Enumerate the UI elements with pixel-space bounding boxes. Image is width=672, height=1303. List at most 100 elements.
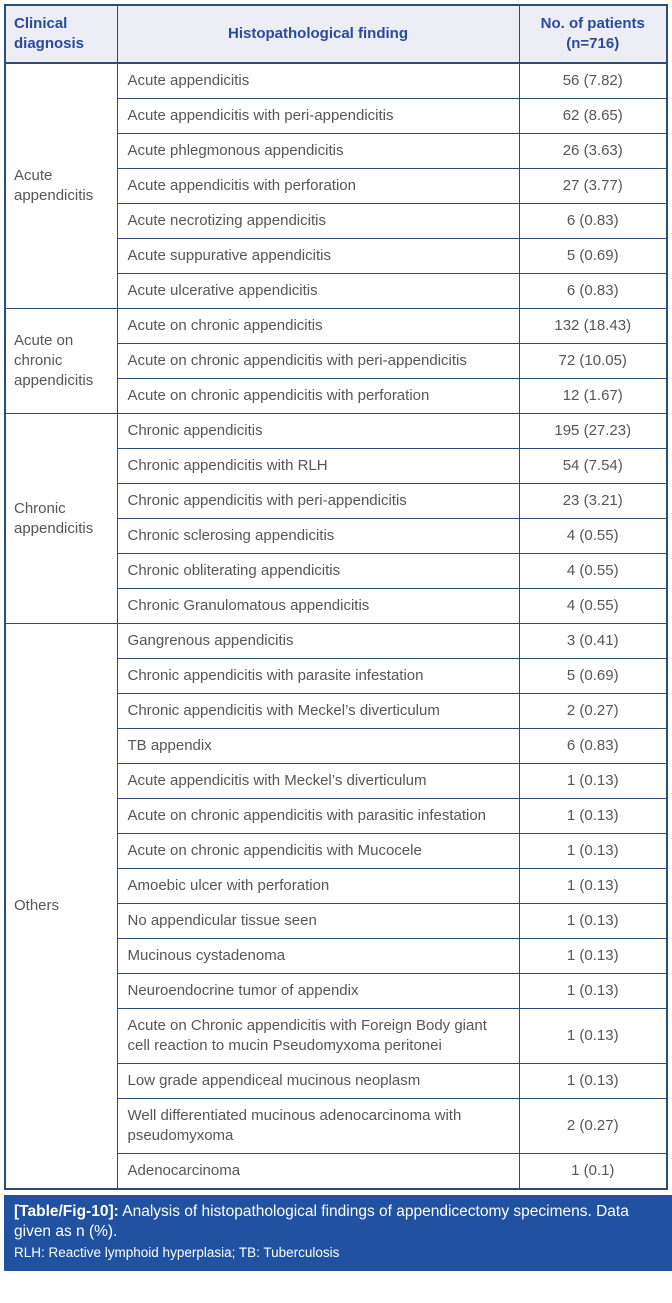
table-row: Acute on chronic appendicitis with paras… bbox=[5, 798, 668, 834]
finding-cell: Chronic appendicitis with RLH bbox=[116, 448, 520, 484]
caption-label: [Table/Fig-10]: bbox=[14, 1203, 119, 1220]
finding-cell: Acute appendicitis with Meckel’s diverti… bbox=[116, 763, 520, 799]
finding-cell: Acute ulcerative appendicitis bbox=[116, 273, 520, 309]
table-row: Chronic Granulomatous appendicitis 4 (0.5… bbox=[5, 588, 668, 624]
table-body: Acute appendicitis Acute appendicitis 56 (… bbox=[4, 62, 668, 1190]
table-row: Chronic obliterating appendicitis 4 (0.55… bbox=[5, 553, 668, 589]
finding-cell: Chronic appendicitis with peri-appendici… bbox=[116, 483, 520, 519]
header-row: Clinical diagnosis Histopathological fin… bbox=[4, 4, 668, 64]
finding-cell: Neuroendocrine tumor of appendix bbox=[116, 973, 520, 1009]
finding-cell: Amoebic ulcer with perforation bbox=[116, 868, 520, 904]
patient-count-cell: 195 (27.23) bbox=[518, 413, 668, 449]
patient-count-cell: 4 (0.55) bbox=[518, 553, 668, 589]
table-row: Acute on chronic appendicitis with Mucoc… bbox=[5, 833, 668, 869]
diagnosis-cell: Chronic appendicitis bbox=[4, 413, 118, 624]
table-row: Acute suppurative appendicitis 5 (0.69) bbox=[5, 238, 668, 274]
finding-cell: Chronic Granulomatous appendicitis bbox=[116, 588, 520, 624]
patient-count-cell: 4 (0.55) bbox=[518, 588, 668, 624]
patient-count-cell: 1 (0.13) bbox=[518, 833, 668, 869]
patient-count-cell: 2 (0.27) bbox=[518, 693, 668, 729]
patient-count-cell: 12 (1.67) bbox=[518, 378, 668, 414]
table-row: Low grade appendiceal mucinous neoplasm 1… bbox=[5, 1063, 668, 1099]
patient-count-cell: 6 (0.83) bbox=[518, 728, 668, 764]
table-row: Acute on chronic appendicitis Acute on ch… bbox=[4, 308, 668, 414]
table-row: Chronic appendicitis Chronic appendicitis… bbox=[4, 413, 668, 624]
table-row: Well differentiated mucinous adenocarcin… bbox=[5, 1098, 668, 1154]
caption-body: Analysis of histopathological findings o… bbox=[14, 1203, 629, 1240]
finding-cell: Acute appendicitis with peri-appendiciti… bbox=[116, 98, 520, 134]
patient-count-cell: 27 (3.77) bbox=[518, 168, 668, 204]
table-row: Acute appendicitis with peri-appendiciti… bbox=[5, 98, 668, 134]
patient-count-cell: 1 (0.13) bbox=[518, 763, 668, 799]
table-row: Acute ulcerative appendicitis 6 (0.83) bbox=[5, 273, 668, 309]
finding-cell: Chronic appendicitis with Meckel’s diver… bbox=[116, 693, 520, 729]
table-row: TB appendix 6 (0.83) bbox=[5, 728, 668, 764]
table-row: Acute appendicitis with Meckel’s diverti… bbox=[5, 763, 668, 799]
table-row: Acute on chronic appendicitis with peri-… bbox=[5, 343, 668, 379]
finding-cell: Acute on Chronic appendicitis with Forei… bbox=[116, 1008, 520, 1064]
table-row: Neuroendocrine tumor of appendix 1 (0.13) bbox=[5, 973, 668, 1009]
table-row: Acute necrotizing appendicitis 6 (0.83) bbox=[5, 203, 668, 239]
finding-cell: Acute phlegmonous appendicitis bbox=[116, 133, 520, 169]
finding-cell: Acute on chronic appendicitis with Mucoc… bbox=[116, 833, 520, 869]
patient-count-cell: 23 (3.21) bbox=[518, 483, 668, 519]
patient-count-cell: 132 (18.43) bbox=[518, 308, 668, 344]
patient-count-cell: 1 (0.13) bbox=[518, 798, 668, 834]
patient-count-cell: 54 (7.54) bbox=[518, 448, 668, 484]
patient-count-cell: 62 (8.65) bbox=[518, 98, 668, 134]
table-row: Chronic sclerosing appendicitis 4 (0.55) bbox=[5, 518, 668, 554]
table-row: Acute on chronic appendicitis with perfo… bbox=[5, 378, 668, 414]
patient-count-cell: 72 (10.05) bbox=[518, 343, 668, 379]
column-header-clinical-diagnosis: Clinical diagnosis bbox=[4, 4, 118, 64]
patient-count-cell: 5 (0.69) bbox=[518, 658, 668, 694]
table-row: Chronic appendicitis with peri-appendici… bbox=[5, 483, 668, 519]
finding-cell: Chronic appendicitis with parasite infes… bbox=[116, 658, 520, 694]
table-row: Others Gangrenous appendicitis 3 (0.41) bbox=[4, 623, 668, 1190]
caption-text: [Table/Fig-10]: Analysis of histopatholo… bbox=[14, 1202, 666, 1242]
finding-cell: Acute necrotizing appendicitis bbox=[116, 203, 520, 239]
finding-cell: No appendicular tissue seen bbox=[116, 903, 520, 939]
table-row: Acute appendicitis with perforation 27 (3… bbox=[5, 168, 668, 204]
finding-cell: Acute on chronic appendicitis with perfo… bbox=[116, 378, 520, 414]
finding-cell: Acute on chronic appendicitis with peri-… bbox=[116, 343, 520, 379]
patient-count-cell: 1 (0.13) bbox=[518, 868, 668, 904]
finding-cell: Acute suppurative appendicitis bbox=[116, 238, 520, 274]
finding-cell: Chronic obliterating appendicitis bbox=[116, 553, 520, 589]
table-header: Clinical diagnosis Histopathological fin… bbox=[4, 4, 668, 64]
patient-count-cell: 1 (0.13) bbox=[518, 1063, 668, 1099]
patient-count-cell: 1 (0.13) bbox=[518, 903, 668, 939]
patient-count-cell: 6 (0.83) bbox=[518, 203, 668, 239]
finding-cell: Acute appendicitis with perforation bbox=[116, 168, 520, 204]
patient-count-cell: 5 (0.69) bbox=[518, 238, 668, 274]
finding-cell: Low grade appendiceal mucinous neoplasm bbox=[116, 1063, 520, 1099]
patient-count-cell: 26 (3.63) bbox=[518, 133, 668, 169]
table-row: Adenocarcinoma 1 (0.1) bbox=[5, 1153, 668, 1190]
diagnosis-cell: Acute appendicitis bbox=[4, 62, 118, 309]
table-row: No appendicular tissue seen 1 (0.13) bbox=[5, 903, 668, 939]
patient-count-cell: 6 (0.83) bbox=[518, 273, 668, 309]
caption-footnote: RLH: Reactive lymphoid hyperplasia; TB: … bbox=[14, 1245, 340, 1260]
patient-count-cell: 2 (0.27) bbox=[518, 1098, 668, 1154]
finding-cell: TB appendix bbox=[116, 728, 520, 764]
histopathology-table: Clinical diagnosis Histopathological fin… bbox=[4, 4, 668, 1190]
finding-cell: Chronic sclerosing appendicitis bbox=[116, 518, 520, 554]
patient-count-cell: 4 (0.55) bbox=[518, 518, 668, 554]
finding-cell: Well differentiated mucinous adenocarcin… bbox=[116, 1098, 520, 1154]
column-header-histopathological-finding: Histopathological finding bbox=[116, 4, 520, 64]
table-row: Chronic appendicitis with Meckel’s diver… bbox=[5, 693, 668, 729]
diagnosis-cell: Acute on chronic appendicitis bbox=[4, 308, 118, 414]
column-header-no-of-patients: No. of patients (n=716) bbox=[518, 4, 668, 64]
table-row: Acute on Chronic appendicitis with Forei… bbox=[5, 1008, 668, 1064]
finding-cell: Mucinous cystadenoma bbox=[116, 938, 520, 974]
figure-page: Clinical diagnosis Histopathological fin… bbox=[4, 4, 672, 1271]
patient-count-cell: 1 (0.13) bbox=[518, 1008, 668, 1064]
patient-count-cell: 3 (0.41) bbox=[518, 623, 668, 659]
finding-cell: Chronic appendicitis bbox=[116, 413, 520, 449]
patient-count-cell: 56 (7.82) bbox=[518, 62, 668, 99]
finding-cell: Acute appendicitis bbox=[116, 62, 520, 99]
table-row: Chronic appendicitis with parasite infes… bbox=[5, 658, 668, 694]
patient-count-cell: 1 (0.1) bbox=[518, 1153, 668, 1190]
diagnosis-cell: Others bbox=[4, 623, 118, 1190]
finding-cell: Acute on chronic appendicitis bbox=[116, 308, 520, 344]
finding-cell: Gangrenous appendicitis bbox=[116, 623, 520, 659]
